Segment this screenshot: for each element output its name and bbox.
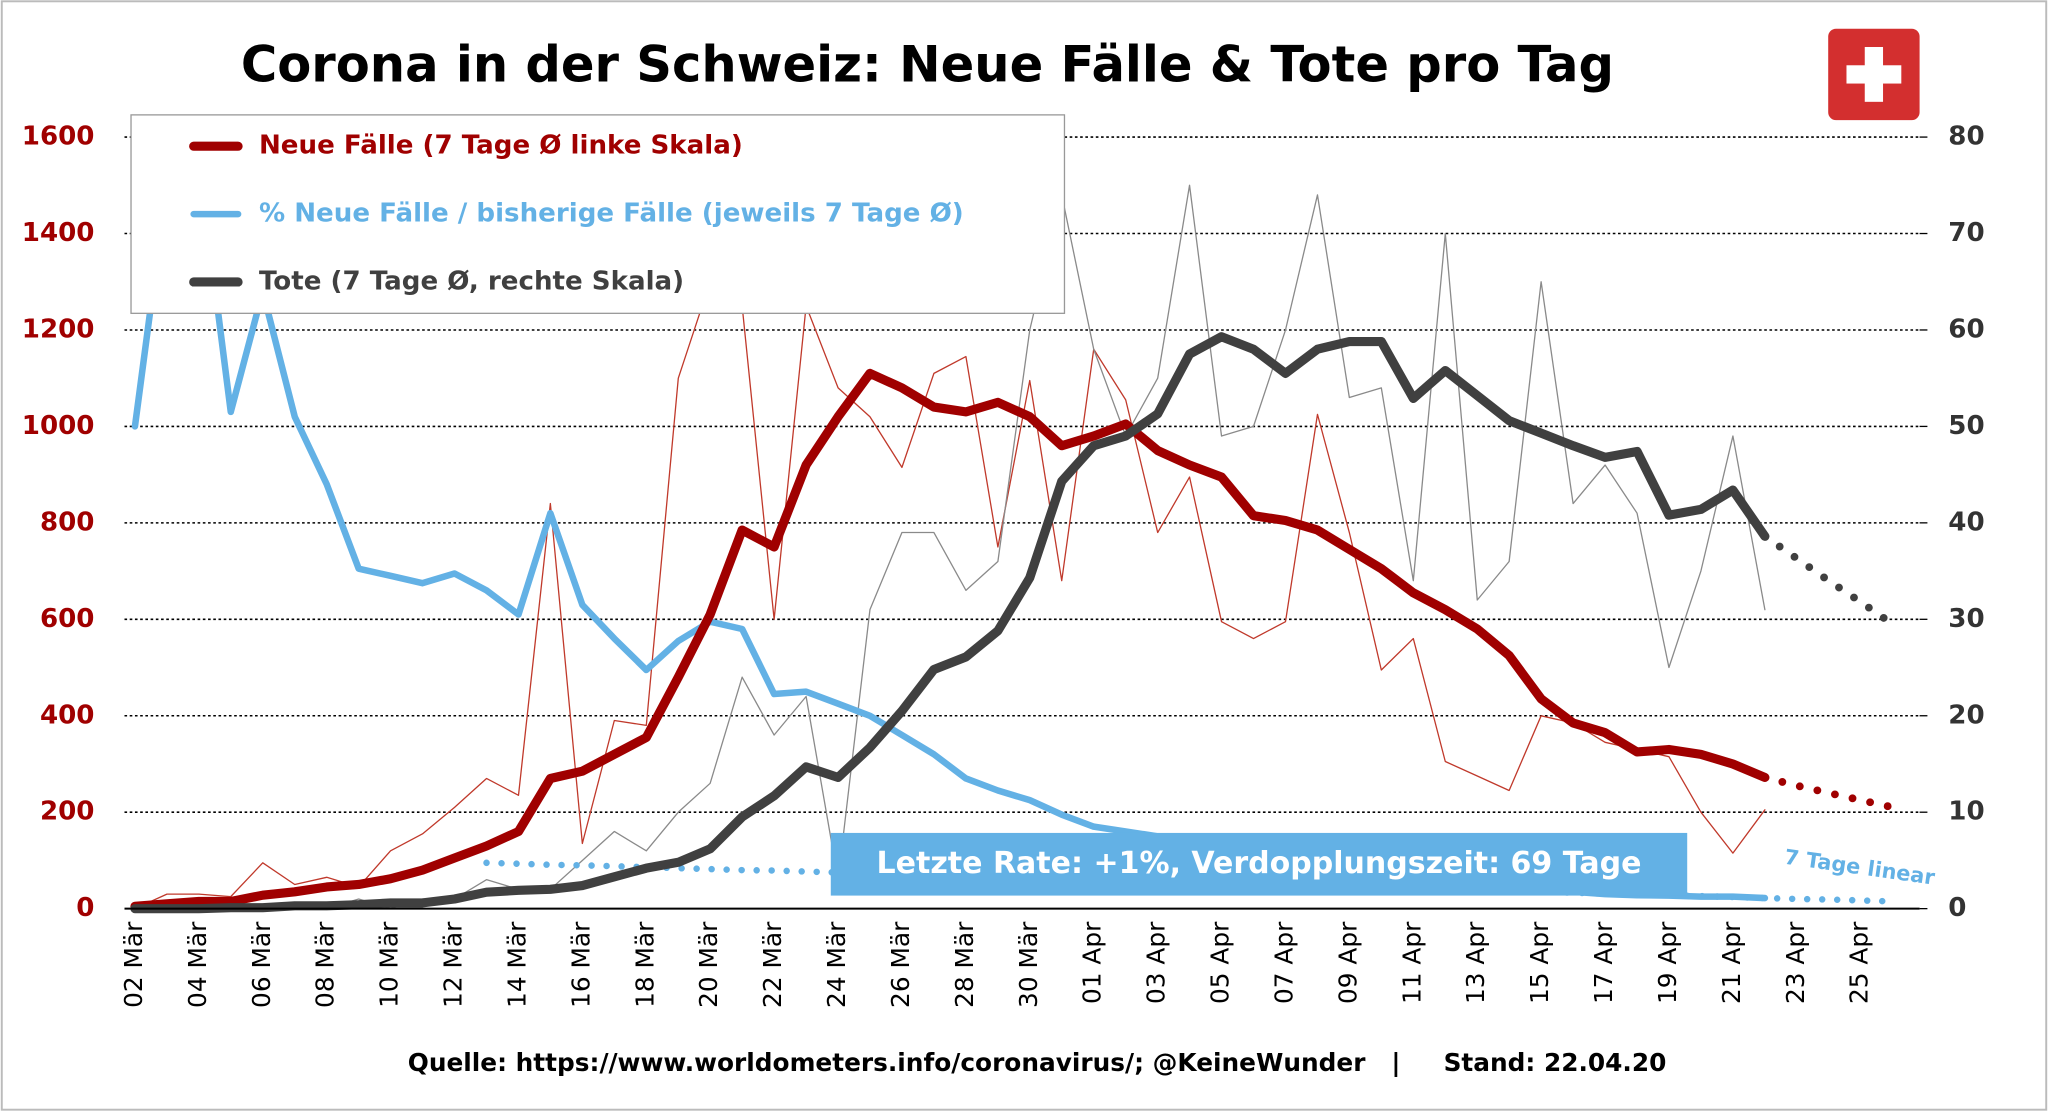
x-tick-label: 22 Mär [758,921,787,1008]
y2-tick-label: 80 [1948,122,1984,152]
y2-tick-label: 20 [1948,700,1984,730]
x-tick-label: 14 Mär [502,921,531,1008]
x-tick-label: 10 Mär [375,921,404,1008]
x-tick-label: 18 Mär [630,921,659,1008]
x-tick-label: 19 Apr [1653,921,1682,1004]
y-tick-label: 1400 [22,218,95,248]
annotation-box [830,832,1688,896]
x-tick-label: 02 Mär [119,921,148,1008]
x-tick-label: 16 Mär [566,921,595,1008]
annotation: Letzte Rate: +1%, Verdopplungszeit: 69 T… [830,832,1688,896]
x-tick-label: 30 Mär [1014,921,1043,1008]
x-tick-label: 04 Mär [183,921,212,1008]
y2-tick-label: 0 [1948,893,1966,923]
x-tick-label: 03 Apr [1142,921,1171,1004]
x-tick-label: 20 Mär [694,921,723,1008]
y2-tick-label: 30 [1948,604,1984,634]
y2-tick-label: 70 [1948,218,1984,248]
x-tick-label: 24 Mär [822,921,851,1008]
y-tick-label: 1600 [22,122,95,152]
x-tick-label: 13 Apr [1461,921,1490,1004]
y-tick-label: 1000 [22,411,95,441]
footer: Quelle: https://www.worldometers.info/co… [408,1048,1667,1077]
annotation-text: Letzte Rate: +1%, Verdopplungszeit: 69 T… [876,846,1641,881]
x-tick-label: 07 Apr [1269,921,1298,1004]
x-tick-label: 25 Apr [1845,921,1874,1004]
y2-tick-label: 50 [1948,411,1984,441]
swiss-flag [1828,28,1920,121]
trend-line [1760,773,1897,812]
trend-line [1760,532,1897,629]
x-tick-label: 05 Apr [1206,921,1235,1004]
x-tick-label: 01 Apr [1078,921,1107,1004]
x-tick-label: 26 Mär [886,921,915,1008]
y-tick-label: 0 [76,893,94,923]
y2-tick-label: 60 [1948,314,1984,344]
y-tick-label: 1200 [22,314,95,344]
chart-title: Corona in der Schweiz: Neue Fälle & Tote… [241,35,1614,93]
y-tick-label: 600 [40,604,95,634]
legend: Neue Fälle (7 Tage Ø linke Skala) % Neue … [130,114,1066,314]
x-tick-label: 15 Apr [1525,921,1554,1004]
x-tick-label: 09 Apr [1333,921,1362,1004]
x-tick-label: 12 Mär [439,921,468,1008]
axes: 0 200 400 600 800 1000 1200 1400 1600 0 10 20 30 40 50… [22,122,1985,1008]
series-line [130,332,1770,914]
series-line [134,281,1766,910]
x-tick-label: 17 Apr [1589,921,1618,1004]
y2-tick-label: 40 [1948,507,1984,537]
y2-tick-label: 10 [1948,797,1984,827]
x-tick-label: 11 Apr [1397,921,1426,1004]
y-tick-label: 400 [40,700,95,730]
y-tick-label: 800 [40,507,95,537]
x-tick-label: 21 Apr [1717,921,1746,1004]
legend-label: Neue Fälle (7 Tage Ø linke Skala) [259,131,743,161]
x-tick-label: 06 Mär [247,921,276,1008]
legend-box [130,114,1066,314]
series-line [130,368,1770,911]
legend-label: % Neue Fälle / bisherige Fälle (jeweils … [259,199,964,229]
x-tick-label: 28 Mär [950,921,979,1008]
legend-label: Tote (7 Tage Ø, rechte Skala) [259,266,684,296]
x-tick-label: 23 Apr [1781,921,1810,1004]
y-tick-label: 200 [40,797,95,827]
x-tick-label: 08 Mär [311,921,340,1008]
